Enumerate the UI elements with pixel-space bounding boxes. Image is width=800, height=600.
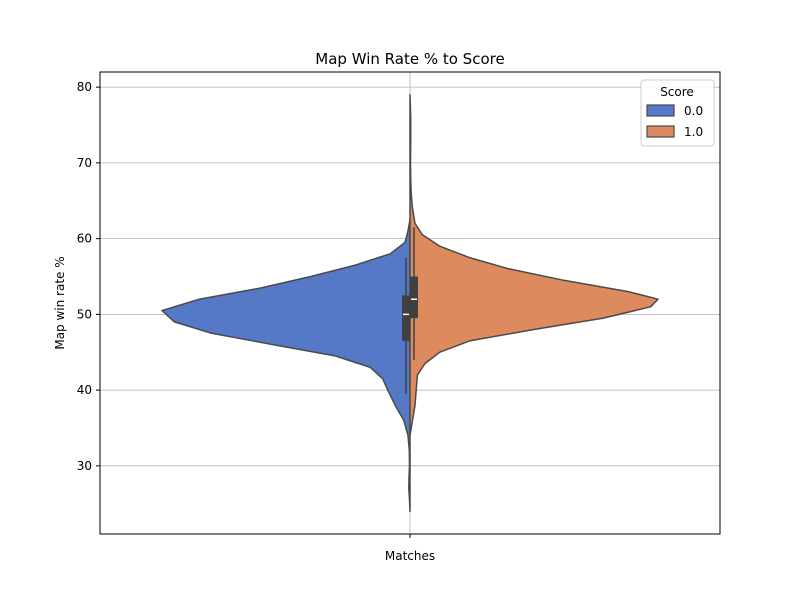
- y-tick-label: 60: [77, 232, 92, 246]
- chart-title: Map Win Rate % to Score: [315, 50, 504, 68]
- y-tick-label: 30: [77, 459, 92, 473]
- legend-label: 0.0: [684, 104, 703, 118]
- y-tick-label: 40: [77, 383, 92, 397]
- y-tick-label: 50: [77, 307, 92, 321]
- box-layer: [402, 227, 418, 394]
- legend-title: Score: [660, 85, 694, 99]
- legend-swatch: [646, 104, 675, 117]
- y-tick-label: 70: [77, 156, 92, 170]
- legend-swatch: [646, 125, 675, 138]
- x-axis-ticks: Matches: [385, 534, 435, 563]
- y-axis-label: Map win rate %: [53, 256, 67, 349]
- violin-half-left: [161, 218, 411, 513]
- violin-layer: [161, 93, 659, 513]
- legend-label: 1.0: [684, 125, 703, 139]
- y-axis-ticks: 30 40 50 60 70 80: [77, 80, 100, 473]
- legend: Score 0.0 1.0: [640, 79, 715, 147]
- x-tick-label: Matches: [385, 549, 435, 563]
- violin-half-right: [409, 93, 659, 437]
- box-iqr-right: [410, 276, 418, 319]
- box-iqr-left: [402, 295, 410, 341]
- y-tick-label: 80: [77, 80, 92, 94]
